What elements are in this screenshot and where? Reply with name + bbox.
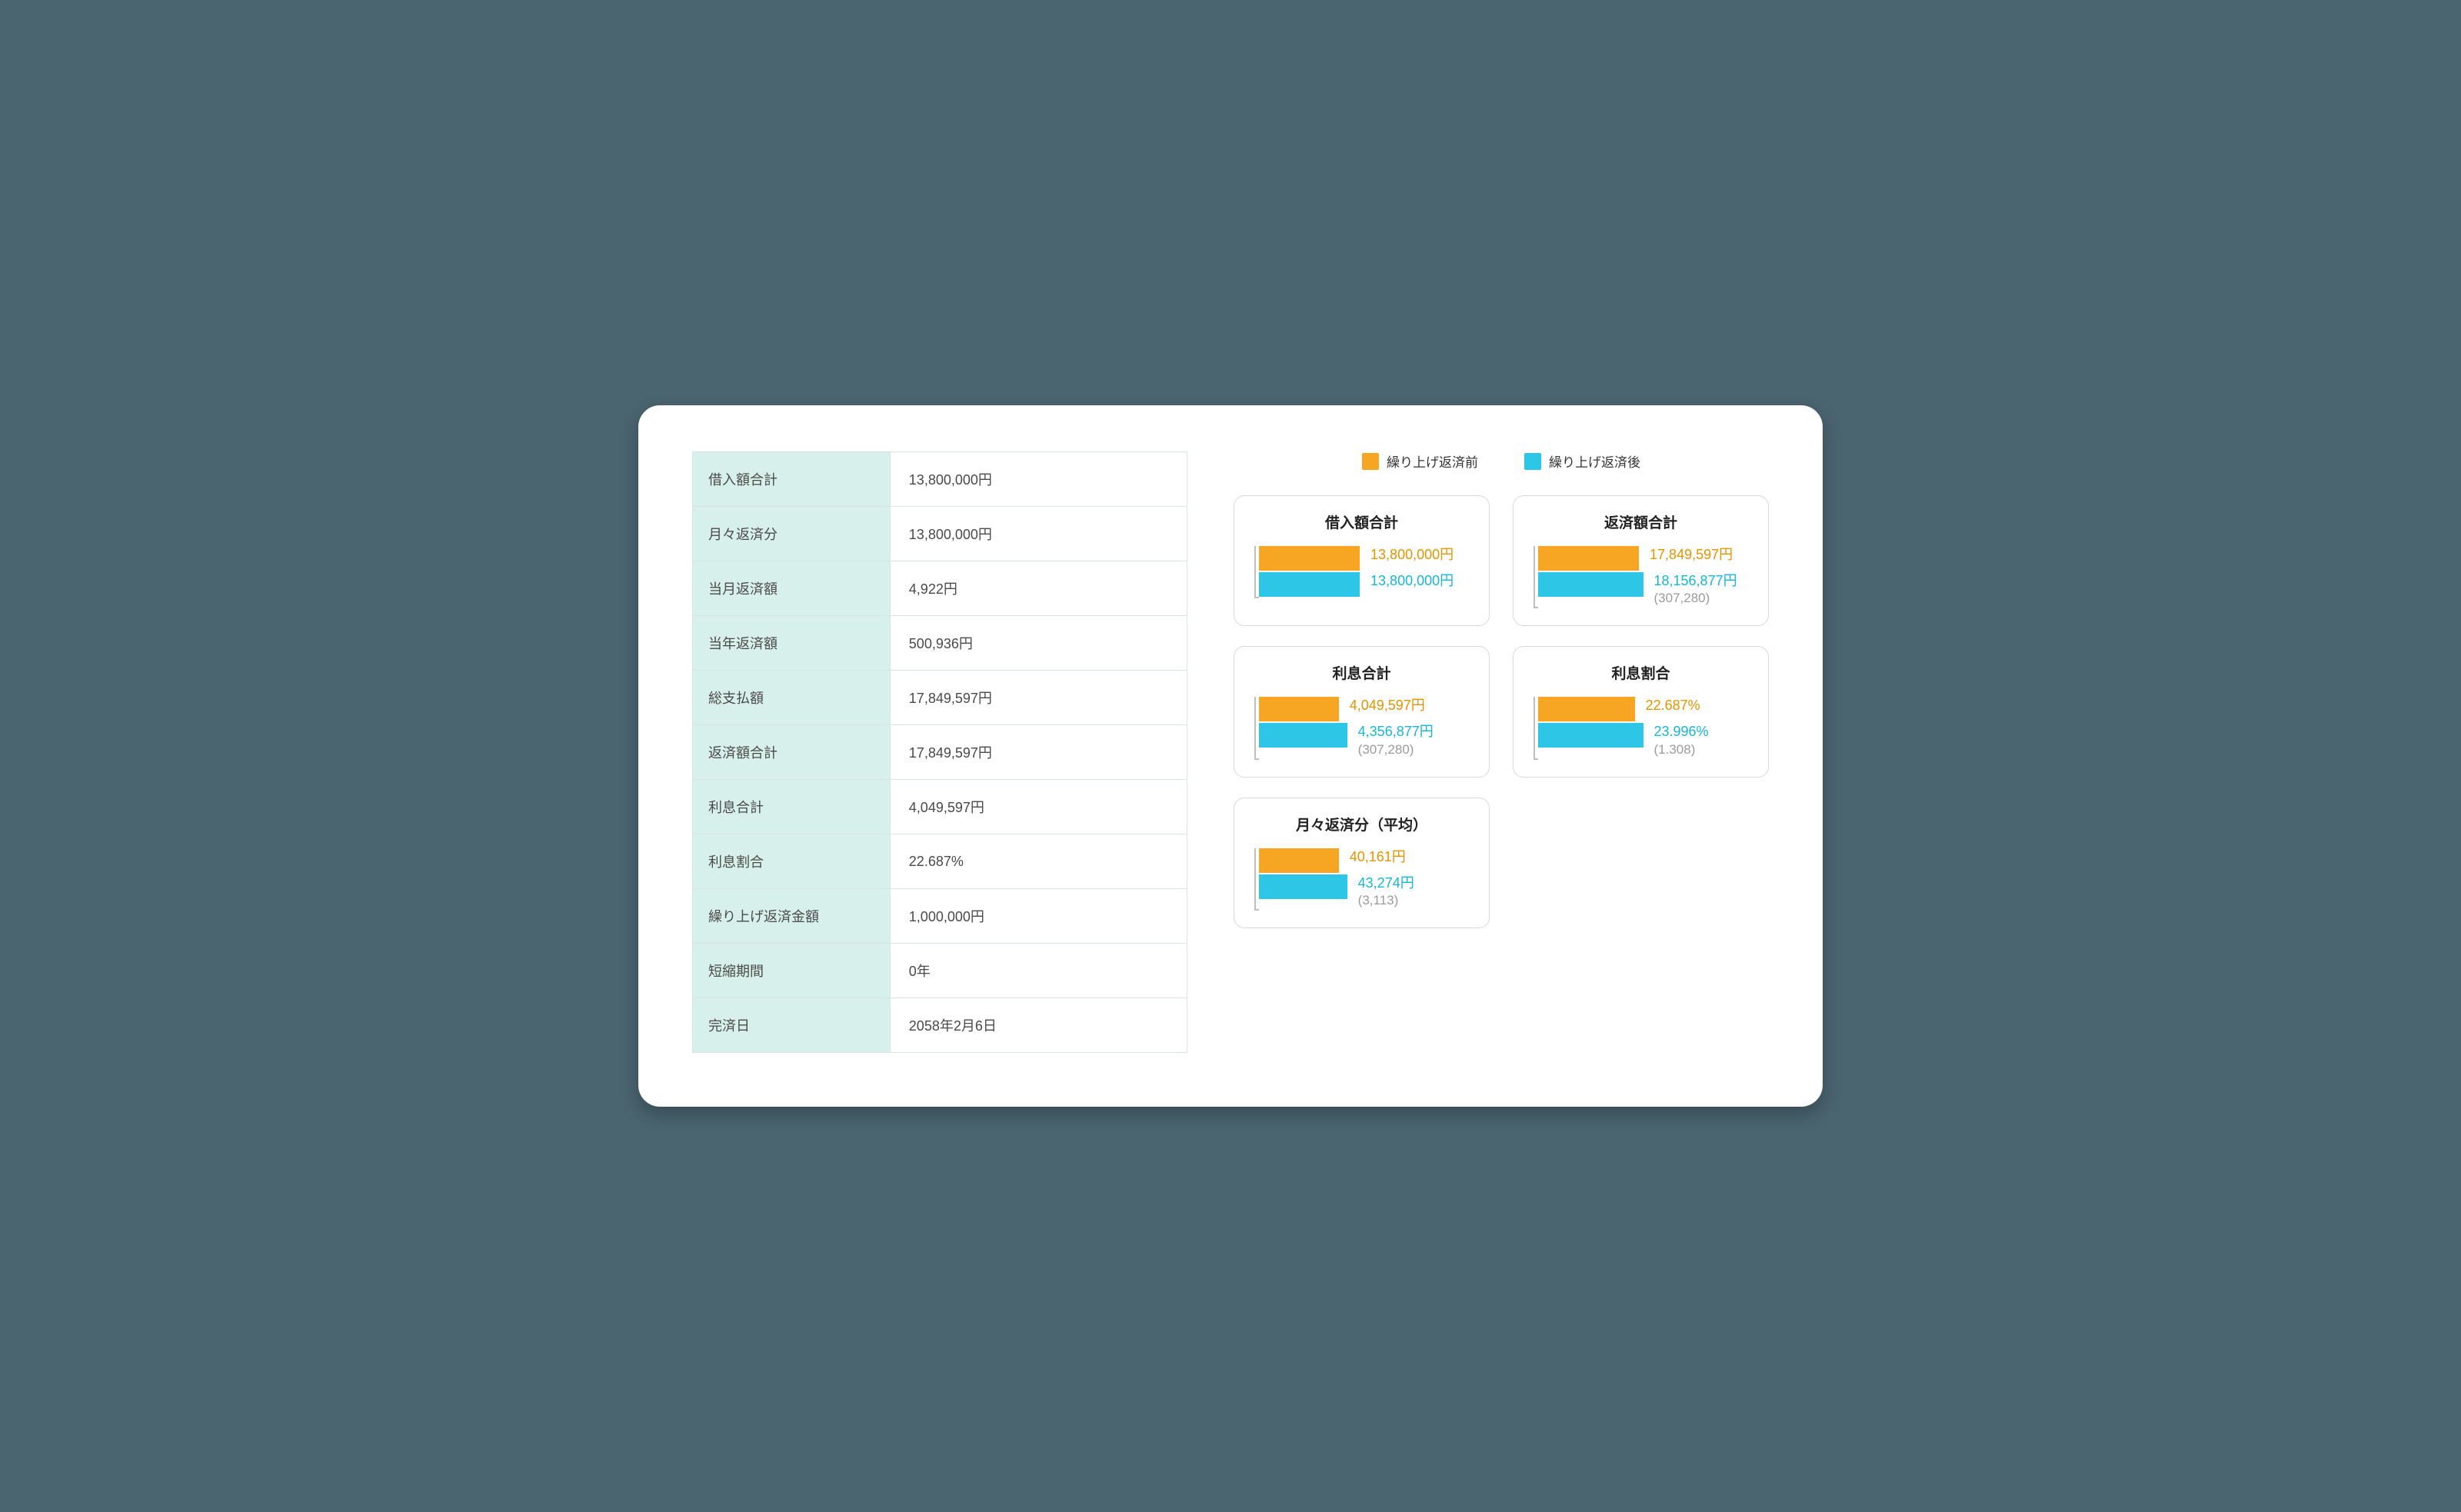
bar-after-diff: (3,113) [1358,892,1414,909]
legend-before-label: 繰り上げ返済前 [1387,451,1478,471]
row-label: 利息合計 [693,780,891,834]
card-row: 月々返済分（平均） 40,161円 43,274円(3,113) [1234,798,1769,928]
row-value: 13,800,000円 [891,452,1187,506]
row-value: 22.687% [891,834,1187,888]
row-label: 完済日 [693,998,891,1052]
table-row: 当年返済額500,936円 [693,616,1187,671]
row-value: 17,849,597円 [891,671,1187,724]
bar-after-diff: (1.308) [1654,741,1709,758]
bar-after [1538,572,1643,597]
legend-after-label: 繰り上げ返済後 [1549,451,1640,471]
row-value: 1,000,000円 [891,889,1187,943]
row-value: 2058年2月6日 [891,998,1187,1052]
table-row: 利息合計4,049,597円 [693,780,1187,834]
bar-before [1538,546,1639,571]
table-row: 利息割合22.687% [693,834,1187,889]
bar-chart: 13,800,000円 13,800,000円 [1254,546,1469,598]
row-value: 0年 [891,944,1187,997]
swatch-before-icon [1362,453,1379,470]
row-label: 当月返済額 [693,561,891,615]
table-row: 完済日2058年2月6日 [693,998,1187,1053]
bar-before-value: 13,800,000円 [1370,546,1454,564]
table-row: 月々返済分13,800,000円 [693,507,1187,561]
row-value: 17,849,597円 [891,725,1187,779]
card-title: 借入額合計 [1254,511,1469,532]
swatch-after-icon [1524,453,1541,470]
card-interest-total: 利息合計 4,049,597円 4,356,877円(307,280) [1234,646,1490,777]
row-label: 返済額合計 [693,725,891,779]
row-label: 利息割合 [693,834,891,888]
bar-after-value: 4,356,877円 [1358,723,1434,741]
bar-after-diff: (307,280) [1358,741,1434,758]
bar-after [1259,572,1360,597]
card-monthly-avg: 月々返済分（平均） 40,161円 43,274円(3,113) [1234,798,1490,928]
bar-after-value: 23.996% [1654,723,1709,741]
summary-panel: 借入額合計13,800,000円 月々返済分13,800,000円 当月返済額4… [638,405,1823,1107]
table-row: 繰り上げ返済金額1,000,000円 [693,889,1187,944]
card-repay-total: 返済額合計 17,849,597円 18,156,877円(307,280) [1513,495,1769,626]
bar-after-diff: (307,280) [1654,590,1737,607]
card-row: 利息合計 4,049,597円 4,356,877円(307,280) 利息割合… [1234,646,1769,777]
summary-table: 借入額合計13,800,000円 月々返済分13,800,000円 当月返済額4… [692,451,1187,1053]
legend-before: 繰り上げ返済前 [1362,451,1478,471]
bar-after [1538,723,1643,748]
card-title: 返済額合計 [1534,511,1748,532]
table-row: 当月返済額4,922円 [693,561,1187,616]
row-label: 繰り上げ返済金額 [693,889,891,943]
row-label: 短縮期間 [693,944,891,997]
bar-chart: 4,049,597円 4,356,877円(307,280) [1254,697,1469,759]
row-label: 借入額合計 [693,452,891,506]
table-row: 返済額合計17,849,597円 [693,725,1187,780]
card-title: 月々返済分（平均） [1254,814,1469,834]
bar-after-value: 43,274円 [1358,874,1414,892]
card-title: 利息合計 [1254,662,1469,683]
bar-after-value: 18,156,877円 [1654,572,1737,590]
bar-before [1259,848,1339,873]
row-label: 総支払額 [693,671,891,724]
bar-before-value: 4,049,597円 [1350,697,1425,714]
bar-chart: 40,161円 43,274円(3,113) [1254,848,1469,911]
row-value: 13,800,000円 [891,507,1187,561]
row-value: 4,049,597円 [891,780,1187,834]
bar-chart: 17,849,597円 18,156,877円(307,280) [1534,546,1748,608]
row-label: 当年返済額 [693,616,891,670]
table-row: 借入額合計13,800,000円 [693,452,1187,507]
bar-before [1538,697,1635,721]
row-value: 4,922円 [891,561,1187,615]
legend-after: 繰り上げ返済後 [1524,451,1640,471]
table-row: 総支払額17,849,597円 [693,671,1187,725]
bar-after-value: 13,800,000円 [1370,572,1454,590]
card-interest-ratio: 利息割合 22.687% 23.996%(1.308) [1513,646,1769,777]
bar-before-value: 22.687% [1646,697,1700,714]
table-row: 短縮期間0年 [693,944,1187,998]
chart-legend: 繰り上げ返済前 繰り上げ返済後 [1234,451,1769,471]
bar-chart: 22.687% 23.996%(1.308) [1534,697,1748,759]
charts-area: 繰り上げ返済前 繰り上げ返済後 借入額合計 13,800,000円 13,800… [1234,451,1769,1053]
card-loan-total: 借入額合計 13,800,000円 13,800,000円 [1234,495,1490,626]
row-value: 500,936円 [891,616,1187,670]
bar-before-value: 17,849,597円 [1650,546,1733,564]
bar-before [1259,546,1360,571]
bar-before [1259,697,1339,721]
bar-before-value: 40,161円 [1350,848,1406,866]
bar-after [1259,874,1347,899]
card-row: 借入額合計 13,800,000円 13,800,000円 返済額合計 17,8… [1234,495,1769,626]
bar-after [1259,723,1347,748]
card-title: 利息割合 [1534,662,1748,683]
row-label: 月々返済分 [693,507,891,561]
